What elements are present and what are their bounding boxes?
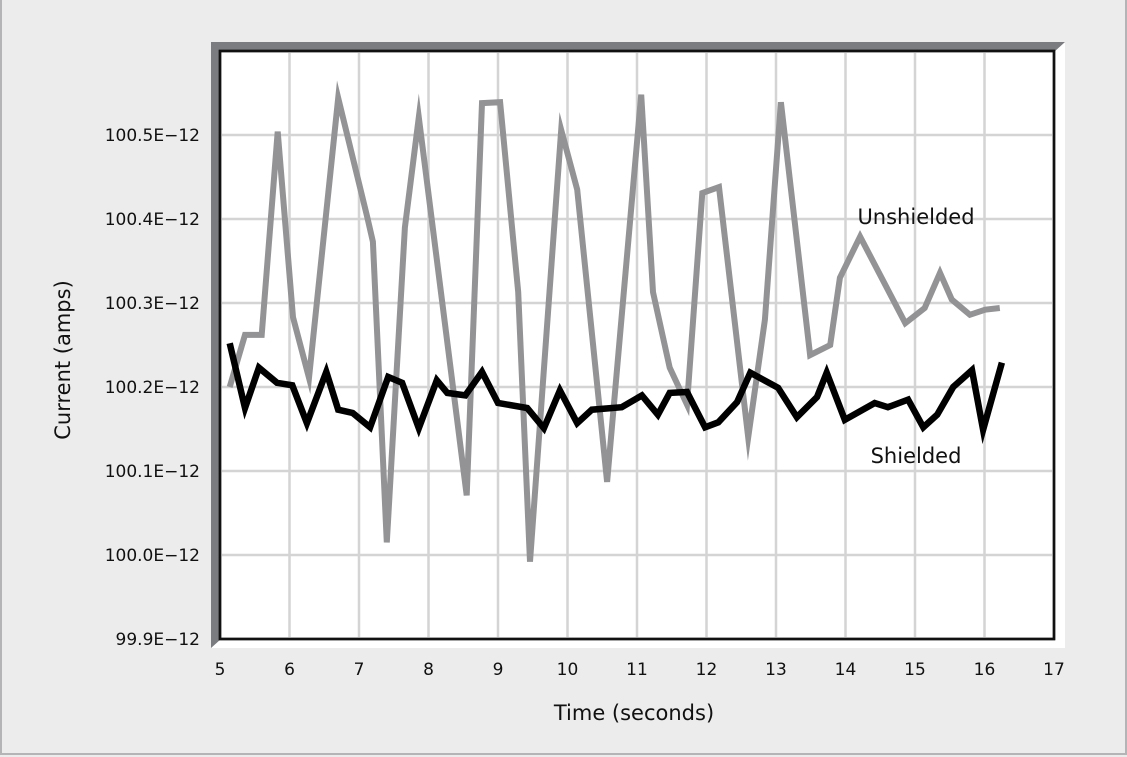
shielded-line: [226, 342, 1006, 445]
unshielded-series-label: Unshielded: [857, 205, 974, 229]
x-tick-label: 7: [354, 660, 365, 680]
x-tick-label: 11: [626, 660, 648, 680]
y-tick-label: 99.9E−12: [116, 630, 200, 650]
x-tick-label: 16: [974, 660, 996, 680]
x-tick-label: 10: [557, 660, 579, 680]
x-tick-label: 17: [1043, 660, 1065, 680]
x-tick-label: 12: [696, 660, 718, 680]
x-tick-label: 9: [493, 660, 504, 680]
y-tick-label: 100.0E−12: [105, 546, 200, 566]
x-axis-ticks: 5 6 7 8 9 10 11 12 13 14 15 16 17: [215, 660, 1065, 680]
y-tick-label: 100.2E−12: [105, 378, 200, 398]
x-tick-label: 15: [904, 660, 926, 680]
y-tick-label: 100.5E−12: [105, 126, 200, 146]
y-tick-label: 100.4E−12: [105, 210, 200, 230]
shielded-series-label: Shielded: [871, 444, 962, 468]
x-tick-label: 6: [284, 660, 295, 680]
x-tick-label: 8: [423, 660, 434, 680]
data-series: [226, 80, 1006, 562]
y-axis-ticks: 100.5E−12 100.4E−12 100.3E−12 100.2E−12 100.…: [105, 126, 200, 650]
x-axis-title: Time (seconds): [553, 701, 714, 725]
y-axis-title: Current (amps): [51, 280, 75, 440]
y-tick-label: 100.3E−12: [105, 294, 200, 314]
x-tick-label: 13: [765, 660, 787, 680]
unshielded-line: [226, 80, 1001, 562]
x-tick-label: 5: [215, 660, 226, 680]
y-tick-label: 100.1E−12: [105, 462, 200, 482]
plot-border: [218, 49, 1056, 641]
x-tick-label: 14: [835, 660, 857, 680]
